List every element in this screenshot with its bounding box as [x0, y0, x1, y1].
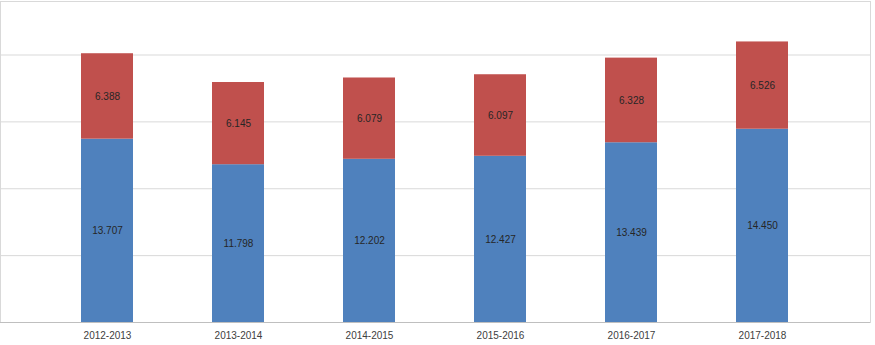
svg-text:11.798: 11.798: [224, 238, 254, 249]
svg-text:2017-2018: 2017-2018: [739, 330, 787, 341]
svg-text:6.526: 6.526: [750, 80, 775, 91]
svg-text:2015-2016: 2015-2016: [477, 330, 525, 341]
svg-text:2012-2013: 2012-2013: [84, 330, 132, 341]
svg-text:6.097: 6.097: [488, 110, 513, 121]
svg-text:6.079: 6.079: [357, 113, 382, 124]
svg-text:12.427: 12.427: [485, 234, 516, 245]
svg-text:6.388: 6.388: [95, 91, 120, 102]
svg-text:2013-2014: 2013-2014: [215, 330, 263, 341]
svg-text:13.439: 13.439: [616, 227, 647, 238]
svg-text:2016-2017: 2016-2017: [608, 330, 656, 341]
svg-text:2014-2015: 2014-2015: [346, 330, 394, 341]
svg-text:14.450: 14.450: [747, 220, 778, 231]
svg-text:6.145: 6.145: [226, 118, 251, 129]
svg-text:13.707: 13.707: [92, 225, 123, 236]
svg-text:6.328: 6.328: [619, 95, 644, 106]
svg-text:12.202: 12.202: [354, 235, 385, 246]
